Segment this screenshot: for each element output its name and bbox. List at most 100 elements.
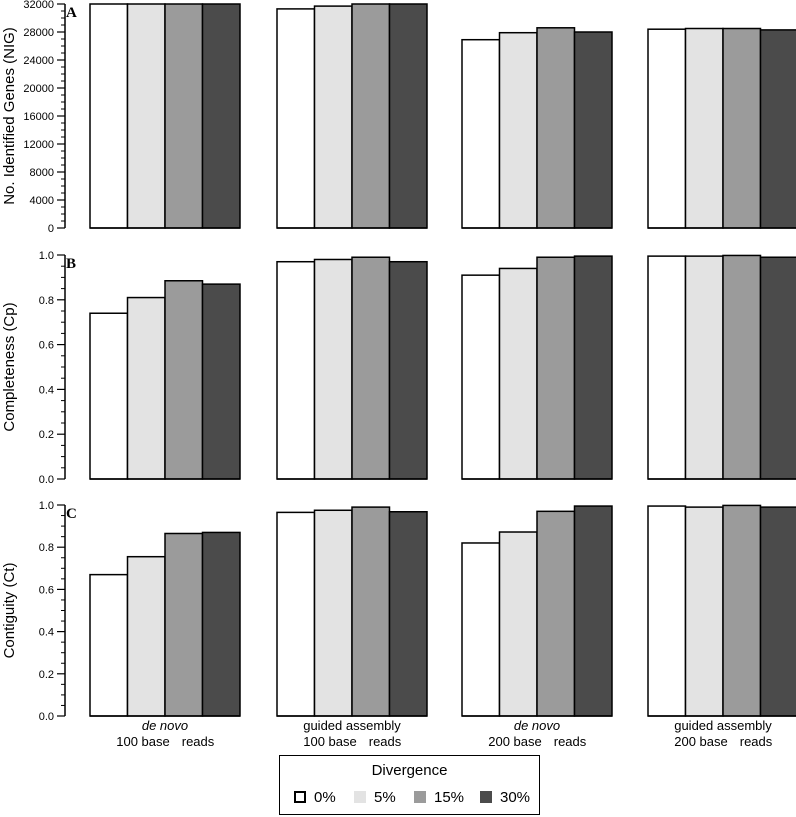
panel-c-bar-group4-0pct (647, 505, 687, 717)
panel-b-bar-group3-0pct (461, 274, 501, 480)
panel-b-bar-group1-5pct (126, 296, 166, 480)
legend-box: Divergence 0% 5% 15% 30% (279, 755, 540, 815)
legend-item-15pct: 15% (414, 788, 465, 806)
x-category-label-2-line1: guided assembly (303, 718, 401, 733)
panel-a-ytick-label: 0 (48, 223, 54, 235)
panel-c-bar-group3-0pct (461, 542, 501, 717)
panel-b-bar-group3-30pct (573, 255, 613, 480)
panel-b-ytick-label: 0.0 (39, 474, 54, 486)
panel-c-bar-group3-30pct (573, 505, 613, 717)
x-category-label-1-line2b: reads (182, 734, 215, 749)
panel-a-ytick-label: 20000 (23, 83, 54, 95)
panel-b-letter: B (66, 256, 76, 272)
panel-a-bar-group4-0pct (647, 28, 687, 229)
panel-c-bar-group3-5pct (498, 531, 538, 717)
legend-swatch-30pct (480, 791, 492, 803)
legend-label-0pct: 0% (314, 788, 336, 806)
legend-label-15pct: 15% (434, 788, 465, 806)
panel-b-bar-group3-5pct (498, 267, 538, 480)
panel-a-bar-group4-15pct (722, 27, 762, 229)
x-category-label-4-line2a: 200 base (674, 734, 728, 749)
panel-a-bar-group3-5pct (498, 31, 538, 229)
panel-b-bar-group4-5pct (684, 255, 724, 480)
legend-swatch-15pct (414, 791, 426, 803)
panel-c-bar-group3-15pct (536, 510, 576, 717)
legend-item-5pct: 5% (354, 788, 396, 806)
panel-a-ytick-label: 28000 (23, 27, 54, 39)
panel-a-ytick-label: 16000 (23, 111, 54, 123)
panel-b-bar-group2-15pct (351, 256, 391, 480)
panel-a-bar-group1-5pct (126, 3, 166, 229)
panel-a-ytick-label: 4000 (30, 195, 54, 207)
panel-c-bar-group4-15pct (722, 504, 762, 717)
panel-b-ytick-label: 0.2 (39, 429, 54, 441)
panel-b-ylabel: Completeness (Cp) (1, 302, 18, 431)
legend-title: Divergence (371, 762, 448, 779)
legend-label-5pct: 5% (374, 788, 396, 806)
panel-c-ytick-label: 0.8 (39, 542, 54, 554)
panel-c-bar-group2-30pct (388, 511, 428, 717)
panel-a-ytick-label: 24000 (23, 55, 54, 67)
panel-a-bar-group1-0pct (89, 3, 129, 229)
panel-b-bar-group4-30pct (759, 256, 796, 480)
panel-c-bar-group4-30pct (759, 506, 796, 717)
panel-b-bar-group4-0pct (647, 255, 687, 480)
panel-a-ytick-label: 12000 (23, 139, 54, 151)
panel-a-bar-group3-0pct (461, 38, 501, 229)
panel-b-ytick-label: 1.0 (39, 250, 54, 262)
legend-swatch-5pct (354, 791, 366, 803)
x-category-label-4-line1: guided assembly (674, 718, 772, 733)
panel-b-ytick-label: 0.8 (39, 295, 54, 307)
x-category-label-2-line2b: reads (369, 734, 402, 749)
panel-b-bar-group2-30pct (388, 260, 428, 480)
panel-c-bar-group2-5pct (313, 509, 353, 717)
panel-a-ytick-label: 8000 (30, 167, 54, 179)
panel-c-ytick-label: 0.6 (39, 584, 54, 596)
x-category-label-4-line2b: reads (740, 734, 773, 749)
panel-c-bar-group2-0pct (276, 511, 316, 717)
panel-c-ytick-label: 1.0 (39, 500, 54, 512)
panel-c-bar-group1-0pct (89, 573, 129, 717)
panel-b-bar-group2-0pct (276, 260, 316, 480)
panel-b-bar-group3-15pct (536, 256, 576, 480)
panel-c-letter: C (66, 506, 77, 522)
panel-b-bar-group1-0pct (89, 312, 129, 480)
x-category-label-3-line1: de novo (514, 718, 560, 733)
panel-c-bar-group2-15pct (351, 506, 391, 717)
panel-a-bar-group3-30pct (573, 31, 613, 229)
panel-a-bar-group2-15pct (351, 3, 391, 229)
panel-a-bar-group1-15pct (164, 3, 204, 229)
panel-b-bar-group1-15pct (164, 280, 204, 480)
panel-a-ytick-label: 32000 (23, 0, 54, 11)
panel-c-ylabel: Contiguity (Ct) (1, 563, 18, 659)
legend-item-30pct: 30% (480, 788, 531, 806)
panel-a-bar-group4-30pct (759, 29, 796, 229)
panel-c-bar-group1-5pct (126, 555, 166, 717)
panel-a-letter: A (66, 5, 77, 21)
panel-b-bar-group4-15pct (722, 254, 762, 480)
x-category-label-1-line2a: 100 base (116, 734, 170, 749)
panel-c-bar-group1-15pct (164, 532, 204, 717)
panel-a-bar-group2-5pct (313, 5, 353, 229)
legend-label-30pct: 30% (500, 788, 531, 806)
panel-c-ytick-label: 0.2 (39, 669, 54, 681)
panel-a-ylabel: No. Identified Genes (NIG) (1, 27, 18, 205)
panel-c-ytick-label: 0.0 (39, 711, 54, 723)
legend-item-0pct: 0% (294, 788, 336, 806)
legend-swatch-0pct (294, 791, 306, 803)
x-category-label-2-line2a: 100 base (303, 734, 357, 749)
panel-b-bar-group2-5pct (313, 258, 353, 480)
panel-a-bar-group1-30pct (201, 3, 241, 229)
panel-c-bar-group4-5pct (684, 506, 724, 717)
x-category-label-1-line1: de novo (142, 718, 188, 733)
panel-a-bar-group2-30pct (388, 3, 428, 229)
x-category-label-3-line2b: reads (554, 734, 587, 749)
panel-b-ytick-label: 0.4 (39, 384, 54, 396)
x-category-label-3-line2a: 200 base (488, 734, 542, 749)
panel-c-ytick-label: 0.4 (39, 627, 54, 639)
panel-a-bar-group3-15pct (536, 27, 576, 229)
panel-c-bar-group1-30pct (201, 531, 241, 717)
panel-a-bar-group4-5pct (684, 27, 724, 229)
panel-b-ytick-label: 0.6 (39, 340, 54, 352)
